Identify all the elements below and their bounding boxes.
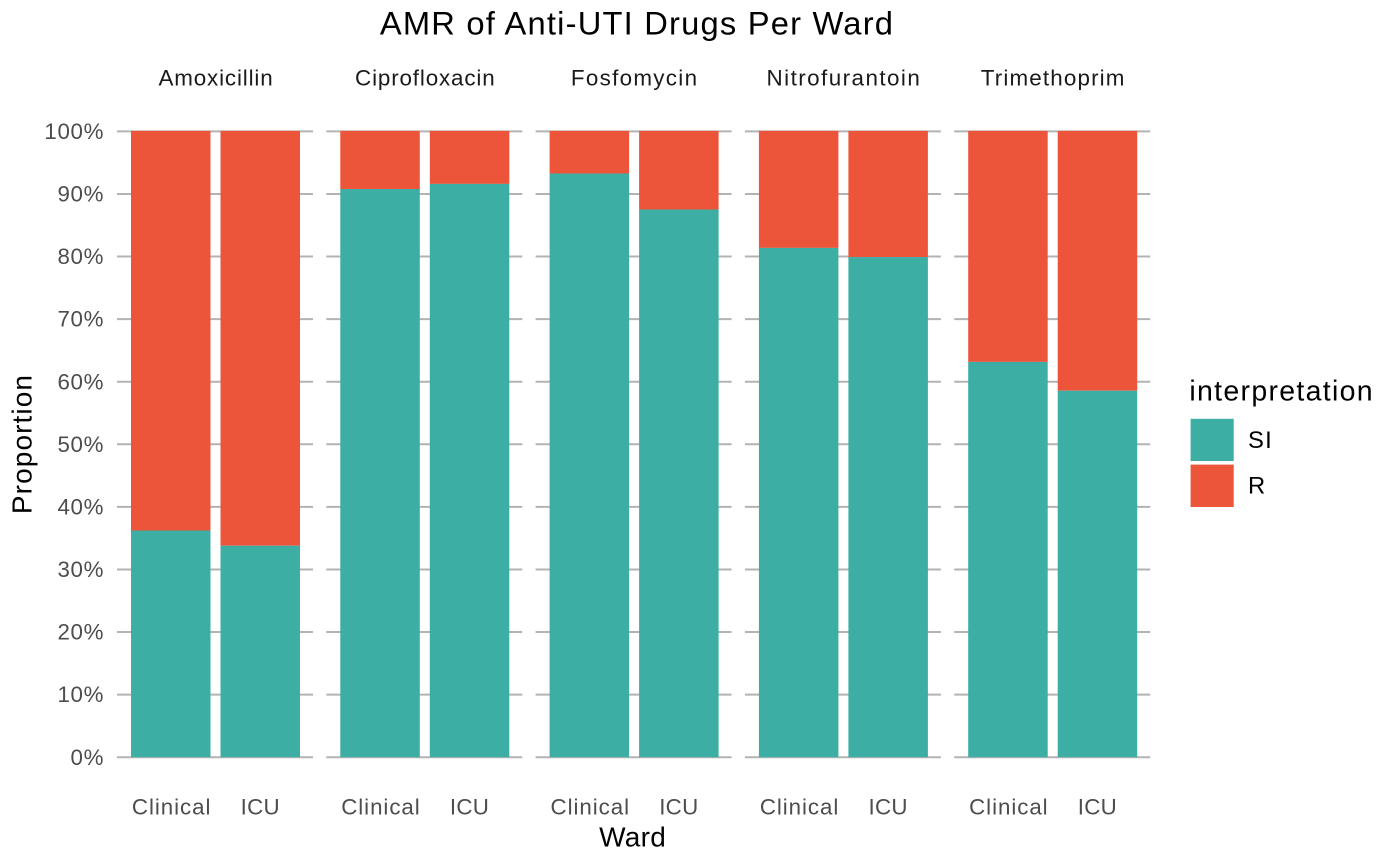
svg-text:Clinical: Clinical xyxy=(551,795,630,820)
svg-text:90%: 90% xyxy=(57,182,104,207)
svg-text:ICU: ICU xyxy=(868,795,907,820)
svg-text:Fosfomycin: Fosfomycin xyxy=(571,66,698,91)
svg-text:Proportion: Proportion xyxy=(7,374,38,514)
svg-text:60%: 60% xyxy=(57,369,104,394)
svg-text:Clinical: Clinical xyxy=(132,795,211,820)
svg-text:0%: 0% xyxy=(71,745,105,770)
svg-text:10%: 10% xyxy=(57,682,104,707)
svg-text:AMR of Anti-UTI Drugs Per Ward: AMR of Anti-UTI Drugs Per Ward xyxy=(380,4,894,41)
svg-text:50%: 50% xyxy=(57,432,104,457)
svg-text:70%: 70% xyxy=(57,307,104,332)
svg-text:R: R xyxy=(1248,472,1265,499)
svg-text:30%: 30% xyxy=(57,557,104,582)
svg-text:Clinical: Clinical xyxy=(760,795,839,820)
svg-text:80%: 80% xyxy=(57,244,104,269)
svg-text:40%: 40% xyxy=(57,494,104,519)
svg-text:Clinical: Clinical xyxy=(341,795,420,820)
svg-text:Ciprofloxacin: Ciprofloxacin xyxy=(355,66,495,91)
svg-text:Clinical: Clinical xyxy=(969,795,1048,820)
svg-text:Nitrofurantoin: Nitrofurantoin xyxy=(767,66,922,91)
svg-text:SI: SI xyxy=(1248,427,1273,454)
svg-text:interpretation: interpretation xyxy=(1189,376,1374,408)
svg-text:Amoxicillin: Amoxicillin xyxy=(158,66,273,91)
svg-text:ICU: ICU xyxy=(450,795,489,820)
svg-text:20%: 20% xyxy=(57,620,104,645)
svg-text:Trimethoprim: Trimethoprim xyxy=(981,66,1126,91)
svg-text:Ward: Ward xyxy=(599,822,666,853)
svg-text:100%: 100% xyxy=(44,119,104,144)
svg-text:ICU: ICU xyxy=(1078,795,1117,820)
svg-text:ICU: ICU xyxy=(241,795,280,820)
svg-text:ICU: ICU xyxy=(659,795,698,820)
